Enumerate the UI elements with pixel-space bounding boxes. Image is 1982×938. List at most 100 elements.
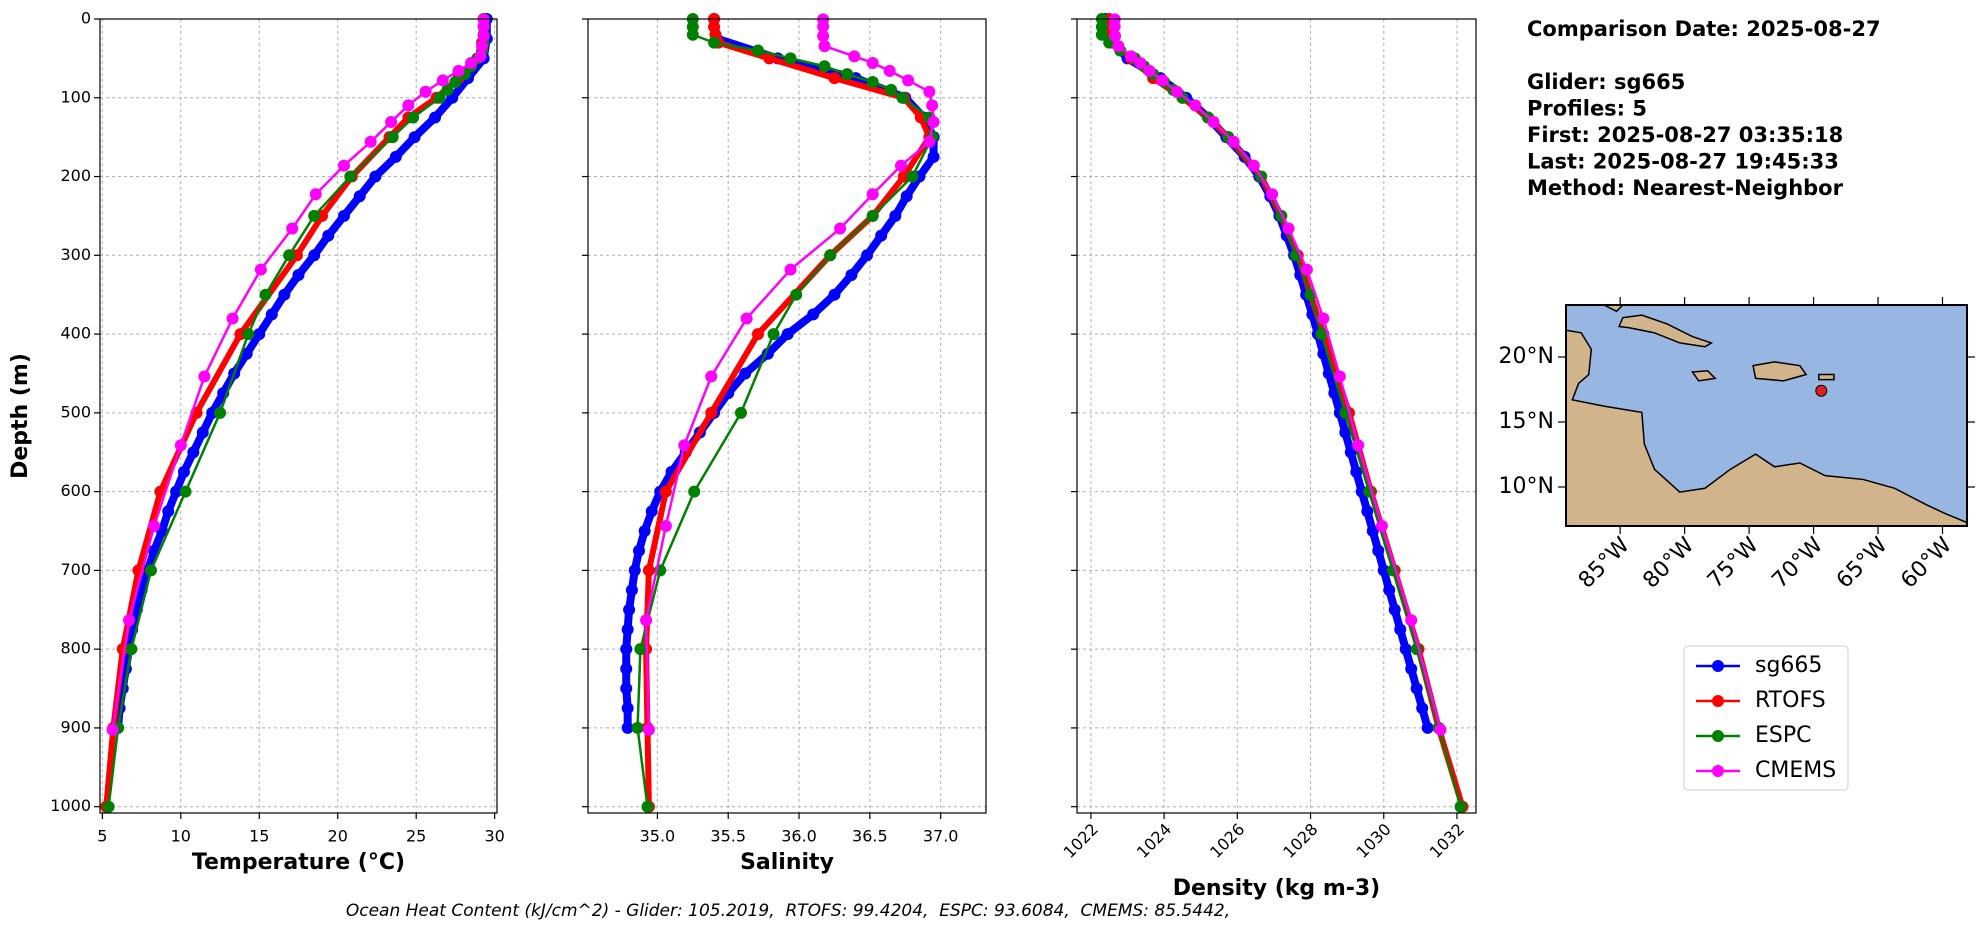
legend-box — [1683, 645, 1849, 791]
series-marker — [763, 52, 776, 65]
map-frame — [1565, 304, 1968, 527]
x-tick-label: 70°W — [1767, 533, 1828, 594]
series-marker — [896, 91, 909, 104]
y-tick-label: 15°N — [1499, 409, 1554, 434]
series-marker — [923, 135, 936, 148]
y-tick-label: 0 — [81, 9, 91, 28]
series-marker — [364, 135, 377, 148]
series-marker — [452, 64, 465, 77]
series-marker — [659, 519, 672, 532]
x-tick-label: 1022 — [1060, 820, 1102, 862]
series-marker — [407, 111, 420, 124]
y-tick-label: 200 — [60, 166, 91, 185]
series-marker — [875, 229, 888, 242]
series-marker — [734, 406, 747, 419]
series-marker — [781, 328, 794, 341]
x-tick-label: 30 — [484, 827, 504, 846]
series-marker — [433, 91, 446, 104]
series-marker — [621, 623, 634, 636]
series-marker — [902, 74, 915, 87]
series-marker — [923, 85, 936, 98]
x-tick-label: 80°W — [1638, 533, 1699, 594]
series-marker — [1350, 465, 1363, 478]
series-marker — [818, 40, 831, 53]
series-marker — [226, 312, 239, 325]
series-marker — [632, 544, 645, 557]
series-marker — [144, 564, 157, 577]
series-marker — [1361, 505, 1374, 518]
series-marker — [621, 702, 634, 715]
series-marker — [659, 485, 672, 498]
series-marker — [308, 209, 321, 222]
series-marker — [906, 170, 919, 183]
series-marker — [638, 525, 651, 538]
y-tick-label: 800 — [60, 639, 91, 658]
series-marker — [841, 68, 854, 81]
series-marker — [344, 170, 357, 183]
x-tick-label: 5 — [97, 827, 107, 846]
footer: Ocean Heat Content (kJ/cm^2) - Glider: 1… — [346, 901, 1230, 921]
y-tick-label: 700 — [60, 560, 91, 579]
legend-label: sg665 — [1755, 653, 1822, 678]
series-marker — [926, 99, 939, 112]
series-marker — [1282, 222, 1295, 235]
series-marker — [1315, 328, 1328, 341]
series-marker — [705, 406, 718, 419]
series-marker — [623, 603, 636, 616]
series-marker — [1388, 603, 1401, 616]
series-marker — [1383, 584, 1396, 597]
series-marker — [1375, 519, 1388, 532]
series-marker — [476, 40, 489, 53]
series-marker — [1109, 30, 1122, 43]
y-tick-label: 400 — [60, 324, 91, 343]
series-marker — [259, 288, 272, 301]
plot-frame — [587, 18, 987, 814]
series-marker — [338, 209, 351, 222]
info-line: Glider: sg665 — [1527, 70, 1685, 94]
series-marker — [751, 328, 764, 341]
series-marker — [402, 99, 415, 112]
series-marker — [784, 263, 797, 276]
x-tick-label: 65°W — [1832, 533, 1893, 594]
series-marker — [1339, 426, 1352, 439]
series-marker — [177, 465, 190, 478]
series-marker — [927, 150, 940, 163]
series-marker — [641, 800, 654, 813]
series-marker — [889, 209, 902, 222]
series-marker — [620, 643, 633, 656]
series-marker — [196, 426, 209, 439]
series-marker — [897, 170, 910, 183]
series-marker — [441, 83, 454, 96]
series-marker — [309, 188, 322, 201]
series-marker — [1300, 263, 1313, 276]
x-tick-label: 25 — [406, 827, 426, 846]
series-marker — [628, 564, 641, 577]
series-marker — [1108, 20, 1121, 33]
series-marker — [1095, 28, 1108, 41]
series-marker — [1156, 74, 1169, 87]
series-marker — [895, 159, 908, 172]
series-marker — [240, 347, 253, 360]
legend-marker — [1712, 695, 1724, 707]
series-marker — [645, 505, 658, 518]
cuba — [1619, 315, 1711, 347]
series-marker — [1247, 159, 1260, 172]
series-marker — [187, 446, 200, 459]
series-marker — [866, 188, 879, 201]
series-marker — [419, 85, 432, 98]
series-marker — [1134, 56, 1147, 69]
series-marker — [1112, 40, 1125, 53]
x-tick-label: 36.0 — [781, 827, 817, 846]
series-marker — [1416, 702, 1429, 715]
series-marker — [620, 662, 633, 675]
x-tick-label: 15 — [249, 827, 269, 846]
x-tick-label: 37.0 — [923, 827, 959, 846]
series-marker — [102, 800, 115, 813]
series-marker — [477, 20, 490, 33]
series-marker — [634, 643, 647, 656]
series-marker — [708, 36, 721, 49]
series-line — [644, 19, 935, 730]
series-marker — [866, 56, 879, 69]
y-tick-label: 10°N — [1499, 474, 1554, 499]
